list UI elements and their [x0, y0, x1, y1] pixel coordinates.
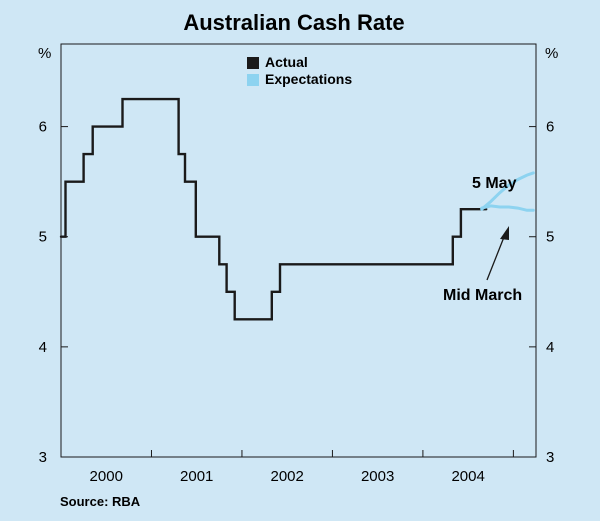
- y-tick-label-right: 4: [546, 339, 554, 356]
- annotations: 5 May Mid March: [443, 175, 522, 304]
- x-tick-label: 2001: [180, 468, 213, 485]
- source-note: Source: RBA: [60, 494, 141, 509]
- chart-title: Australian Cash Rate: [183, 10, 404, 35]
- y-tick-label-left: 5: [39, 229, 47, 246]
- y-tick-label-left: 3: [39, 449, 47, 466]
- series-layer: [59, 97, 535, 321]
- annotation-mid-march: Mid March: [443, 287, 522, 304]
- legend: Actual Expectations: [247, 54, 352, 87]
- plot-area: [60, 43, 537, 458]
- left-axis-unit: %: [38, 45, 51, 62]
- series-line-expectations-1: [480, 171, 535, 211]
- y-tick-label-left: 4: [39, 339, 47, 356]
- axes: 3 3 4 4 5 5 6 6 2000 2001 2002 2003 2004: [39, 119, 555, 485]
- y-tick-label-left: 6: [39, 119, 47, 136]
- legend-swatch-expectations: [247, 74, 259, 86]
- annotation-5-may: 5 May: [472, 175, 517, 192]
- x-tick-label: 2004: [451, 468, 484, 485]
- legend-label-expectations: Expectations: [265, 71, 352, 87]
- legend-label-actual: Actual: [265, 54, 308, 70]
- x-tick-label: 2000: [90, 468, 123, 485]
- x-tick-label: 2002: [271, 468, 304, 485]
- plot-frame: [60, 43, 537, 458]
- legend-swatch-actual: [247, 57, 259, 69]
- x-tick-label: 2003: [361, 468, 394, 485]
- annotation-arrow-head: [500, 226, 509, 240]
- series-line-actual-0: [59, 97, 488, 321]
- series-line-expectations-2: [480, 204, 535, 212]
- y-tick-label-right: 3: [546, 449, 554, 466]
- y-tick-label-right: 5: [546, 229, 554, 246]
- right-axis-unit: %: [545, 45, 558, 62]
- annotation-arrow-shaft: [486, 231, 507, 281]
- y-tick-label-right: 6: [546, 119, 554, 136]
